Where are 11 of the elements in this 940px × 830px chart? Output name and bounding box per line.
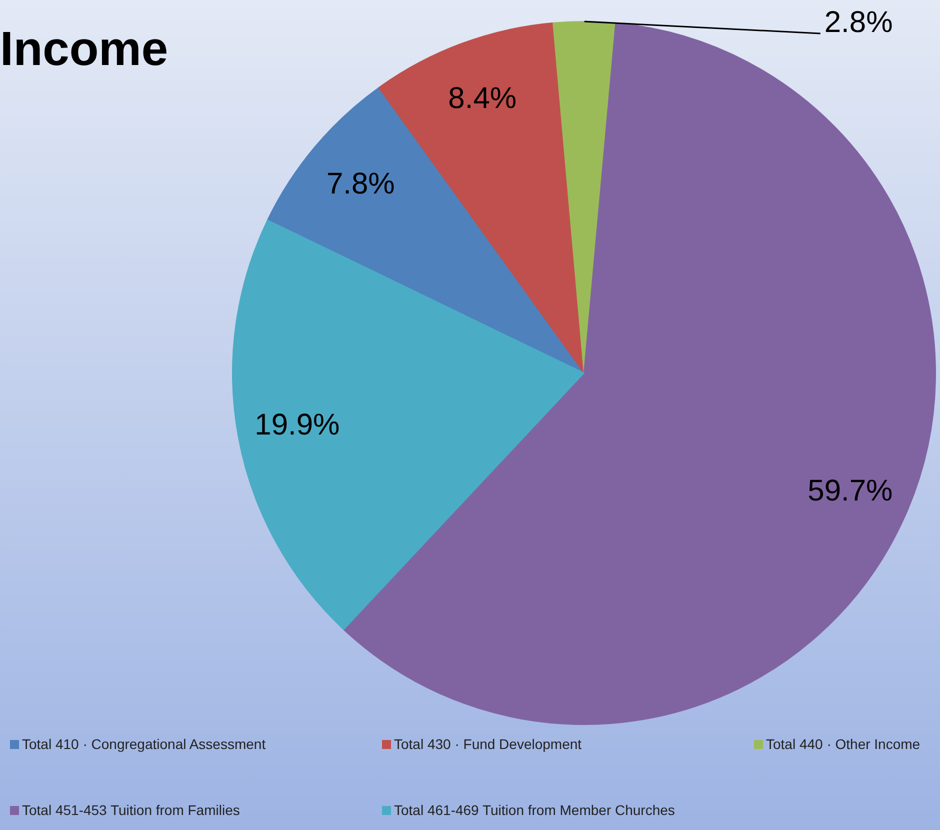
data-label: 59.7% [808, 474, 893, 508]
chart-title: Income [0, 22, 168, 77]
data-label: 8.4% [448, 82, 517, 115]
data-label: 19.9% [254, 408, 340, 442]
legend-label: Total 430 · Fund Development [394, 736, 582, 752]
legend-label: Total 451-453 Tuition from Families [22, 802, 240, 818]
legend-label: Total 410 · Congregational Assessment [22, 736, 266, 752]
data-label: 2.8% [824, 6, 893, 39]
data-label: 7.8% [326, 168, 395, 201]
legend-label: Total 440 · Other Income [766, 736, 920, 752]
legend-label: Total 461-469 Tuition from Member Churches [394, 802, 675, 818]
